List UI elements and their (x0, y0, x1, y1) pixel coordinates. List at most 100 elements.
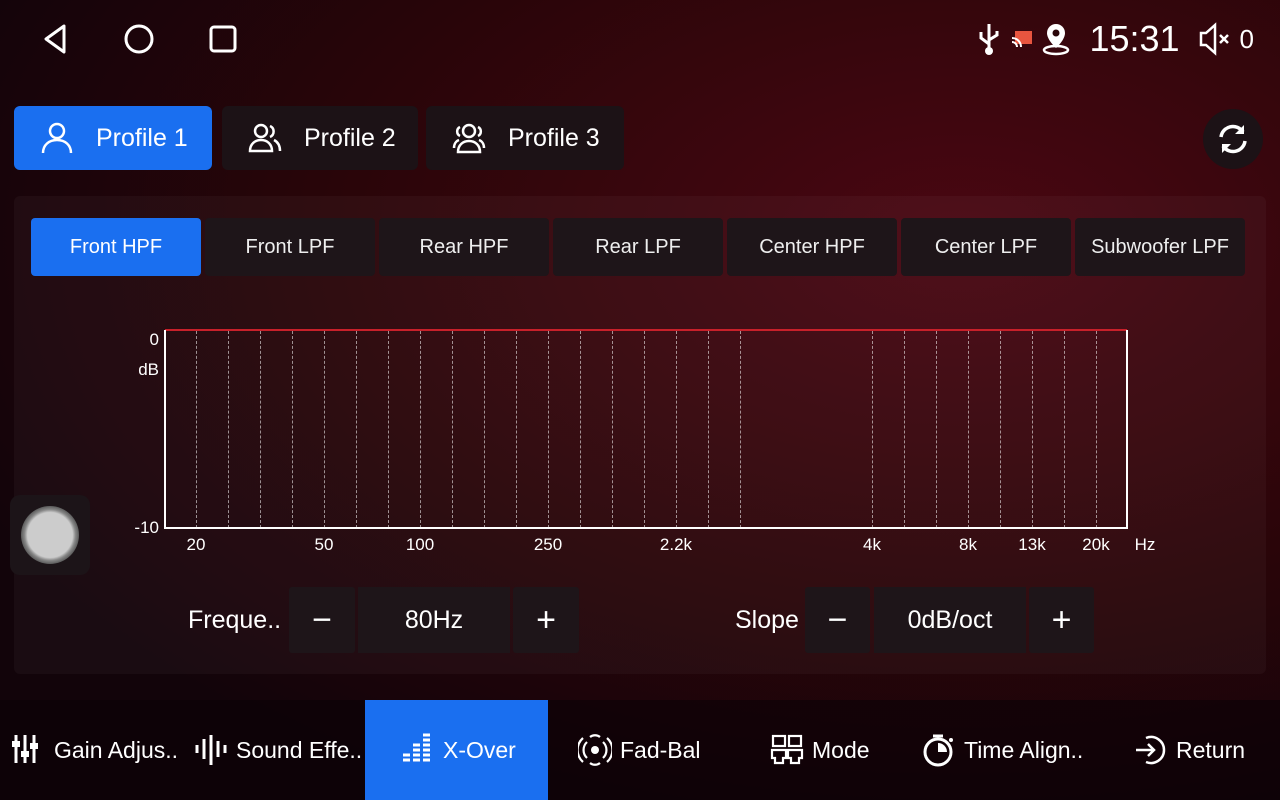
gridline (708, 331, 709, 528)
profile-tab-3[interactable]: Profile 3 (426, 106, 624, 170)
bottom-nav-label: Sound Effe.. (236, 736, 363, 763)
user-icon (41, 122, 73, 154)
gridline (452, 331, 453, 528)
gridline (516, 331, 517, 528)
x-tick-label: 20 (186, 535, 206, 554)
filter-tab[interactable]: Center HPF (727, 218, 897, 276)
mode-icon (770, 734, 804, 765)
slope-increase-button[interactable]: + (1029, 587, 1094, 653)
response-curve (165, 329, 1127, 331)
gridline (420, 331, 421, 528)
frequency-increase-button[interactable]: + (513, 587, 579, 653)
y-axis-label: dB (138, 360, 159, 379)
bottom-nav-label: Gain Adjus.. (54, 736, 179, 763)
y-tick-label: -10 (134, 518, 159, 537)
profile-tab-2[interactable]: Profile 2 (222, 106, 418, 170)
usb-icon (979, 24, 999, 55)
bottom-nav-fad-bal[interactable]: Fad-Bal (568, 700, 758, 800)
clock: 15:31 (1089, 18, 1180, 59)
frequency-decrease-button[interactable]: − (289, 587, 355, 653)
bottom-nav-label: Time Align.. (964, 736, 1084, 763)
equalizer-icon (403, 733, 430, 762)
gridline (548, 331, 549, 528)
gridline (228, 331, 229, 528)
bottom-nav (0, 700, 1280, 800)
filter-tab[interactable]: Front LPF (205, 218, 375, 276)
x-tick-label: 8k (959, 535, 977, 554)
cast-icon (1012, 31, 1033, 48)
gridline (580, 331, 581, 528)
gridline (676, 331, 677, 528)
bottom-nav-return[interactable]: Return (1124, 700, 1274, 800)
home-icon[interactable] (122, 22, 156, 56)
gridline (388, 331, 389, 528)
profile-label: Profile 1 (96, 123, 188, 152)
x-axis-label: Hz (1134, 535, 1156, 554)
filter-tab[interactable]: Rear HPF (379, 218, 549, 276)
recents-icon[interactable] (206, 22, 240, 56)
gridline (968, 331, 969, 528)
x-tick-label: 250 (533, 535, 563, 554)
gridline (904, 331, 905, 528)
frequency-value: 80Hz (358, 587, 510, 653)
sliders-icon (12, 735, 38, 763)
gridline (356, 331, 357, 528)
filter-tab[interactable]: Subwoofer LPF (1075, 218, 1245, 276)
slope-label: Slope (735, 606, 799, 634)
filter-tab[interactable]: Center LPF (901, 218, 1071, 276)
bottom-nav-time-align[interactable]: Time Align.. (912, 700, 1112, 800)
back-icon[interactable] (38, 22, 72, 56)
bottom-nav-gain-adjus[interactable]: Gain Adjus.. (2, 700, 182, 800)
gridline (1064, 331, 1065, 528)
surround-icon (578, 734, 612, 766)
bottom-nav-sound-effe[interactable]: Sound Effe.. (184, 700, 364, 800)
x-tick-label: 2.2k (659, 535, 693, 554)
profile-label: Profile 3 (508, 123, 600, 152)
waveform-icon (195, 735, 227, 765)
gridline (1032, 331, 1033, 528)
gridline (196, 331, 197, 528)
gridline (644, 331, 645, 528)
x-tick-label: 13k (1018, 535, 1046, 554)
volume-mute-icon[interactable] (1198, 22, 1232, 56)
location-icon (1043, 24, 1070, 56)
bottom-nav-label: Mode (812, 736, 870, 763)
group-icon (452, 123, 486, 154)
floating-assistive-button[interactable] (10, 495, 90, 575)
gridline (292, 331, 293, 528)
gridline (872, 331, 873, 528)
y-tick-label: 0 (149, 330, 159, 349)
x-tick-label: 4k (863, 535, 881, 554)
gridline (260, 331, 261, 528)
volume-level: 0 (1239, 23, 1254, 54)
status-bar: 15:31 0 (975, 14, 1254, 64)
refresh-icon (1219, 124, 1247, 154)
reset-button[interactable] (1203, 109, 1263, 169)
bottom-nav-label: X-Over (443, 736, 516, 763)
gridline (936, 331, 937, 528)
x-tick-label: 100 (405, 535, 435, 554)
profile-label: Profile 2 (304, 123, 396, 152)
slope-decrease-button[interactable]: − (805, 587, 870, 653)
gridline (1096, 331, 1097, 528)
bottom-nav-x-over[interactable]: X-Over (365, 700, 548, 800)
bottom-nav-mode[interactable]: Mode (760, 700, 910, 800)
x-tick-label: 20k (1082, 535, 1110, 554)
frequency-label: Freque.. (188, 606, 282, 634)
gridline (612, 331, 613, 528)
return-icon (1136, 735, 1166, 765)
profile-tab-1[interactable]: Profile 1 (14, 106, 212, 170)
bottom-nav-label: Return (1176, 736, 1246, 763)
gridline (484, 331, 485, 528)
timer-icon (923, 734, 953, 767)
x-tick-label: 50 (314, 535, 334, 554)
users-icon (248, 123, 282, 153)
gridline (740, 331, 741, 528)
gridline (1000, 331, 1001, 528)
filter-tab[interactable]: Rear LPF (553, 218, 723, 276)
chart-frame (164, 330, 1128, 529)
bottom-nav-label: Fad-Bal (620, 736, 701, 763)
filter-tab[interactable]: Front HPF (31, 218, 201, 276)
gridline (324, 331, 325, 528)
slope-value: 0dB/oct (874, 587, 1026, 653)
